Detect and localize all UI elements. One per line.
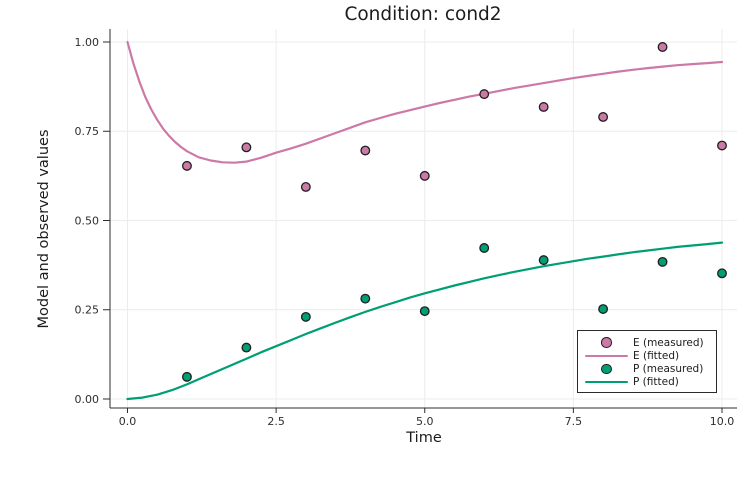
chart-title: Condition: cond2 (344, 4, 502, 25)
circle-marker-icon (601, 363, 612, 375)
e-measured-point (419, 170, 430, 181)
legend-item: E (measured) (578, 336, 716, 349)
e-measured-point (360, 145, 371, 156)
e-measured-point (538, 102, 549, 112)
e-measured-point (181, 160, 192, 171)
legend-item-label: P (measured) (633, 362, 704, 375)
legend: E (measured) E (fitted) P (measured) P (fit… (577, 330, 717, 393)
legend-item-label: E (fitted) (633, 349, 680, 362)
line-swatch-icon (585, 354, 628, 357)
y-tick-label: 1.00 (75, 36, 100, 49)
e-fitted-curve (126, 40, 724, 164)
y-tick-label: 0.25 (75, 304, 100, 317)
e-measured-point (241, 142, 252, 153)
p-measured-point (360, 293, 371, 304)
legend-swatch (585, 336, 628, 349)
e-measured-point (479, 89, 490, 100)
legend-swatch (585, 376, 628, 389)
p-measured-point (241, 342, 252, 353)
e-measured-point (717, 140, 727, 151)
p-measured-point (300, 311, 311, 322)
x-tick-label: 0.0 (119, 415, 137, 428)
p-measured-point (598, 304, 609, 314)
p-measured-point (479, 243, 490, 253)
y-tick-label: 0.75 (75, 125, 100, 138)
x-axis-label: Time (406, 430, 442, 446)
p-measured-point (717, 268, 727, 279)
circle-marker-icon (601, 337, 612, 348)
line-swatch-icon (585, 380, 628, 384)
legend-item: E (fitted) (578, 349, 716, 362)
legend-item-label: P (fitted) (633, 376, 679, 389)
y-tick-label: 0.50 (75, 214, 100, 227)
e-measured-point (657, 42, 668, 52)
legend-item: P (measured) (578, 362, 716, 375)
x-tick-label: 2.5 (267, 415, 285, 428)
p-fitted-curve (126, 241, 724, 401)
legend-swatch (585, 362, 628, 375)
y-tick-label: 0.00 (75, 393, 100, 406)
p-measured-point (657, 256, 668, 267)
e-measured-point (300, 181, 311, 192)
legend-item-label: E (measured) (633, 336, 704, 349)
p-measured-point (538, 255, 549, 266)
x-tick-label: 7.5 (565, 415, 583, 428)
y-axis-label: Model and observed values (36, 129, 52, 329)
p-measured-point (181, 371, 192, 382)
legend-swatch (585, 349, 628, 362)
p-measured-point (419, 306, 430, 317)
x-tick-label: 10.0 (710, 415, 735, 428)
legend-item: P (fitted) (578, 376, 716, 389)
e-measured-point (598, 112, 609, 122)
x-tick-label: 5.0 (416, 415, 434, 428)
